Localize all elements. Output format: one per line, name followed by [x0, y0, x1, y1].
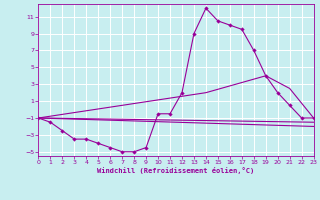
X-axis label: Windchill (Refroidissement éolien,°C): Windchill (Refroidissement éolien,°C) — [97, 167, 255, 174]
